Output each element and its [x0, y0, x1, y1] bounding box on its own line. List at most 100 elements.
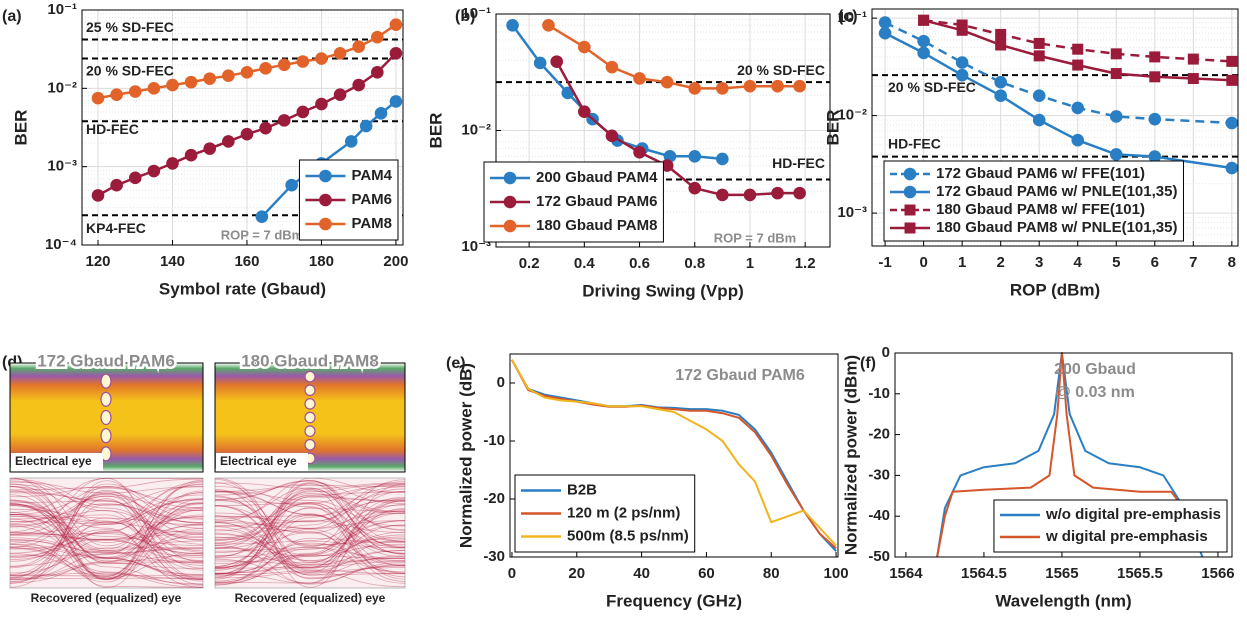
marker [297, 55, 310, 68]
marker [1148, 113, 1161, 126]
y-tick-label: -10 [868, 385, 890, 402]
marker [550, 55, 563, 68]
y-tick-label: 10⁻³ [47, 158, 77, 175]
marker [994, 89, 1007, 102]
marker [334, 47, 347, 60]
eye-caption: Recovered (equalized) eye [235, 591, 386, 605]
y-axis-label: Normalized power (dB) [456, 363, 475, 548]
x-tick-label: 100 [824, 565, 849, 582]
marker [793, 80, 806, 93]
x-tick-label: 1 [958, 254, 966, 271]
marker [241, 66, 254, 79]
y-tick-label: 0 [882, 344, 890, 361]
marker [744, 189, 757, 202]
legend-label: 120 m (2 ps/nm) [567, 504, 680, 521]
marker [110, 179, 123, 192]
legend-marker [319, 170, 332, 183]
eye-opening [305, 412, 315, 422]
x-axis-label: ROP (dBm) [1010, 280, 1100, 299]
marker [1226, 117, 1239, 130]
y-tick-label: -40 [868, 507, 890, 524]
eye-caption: Electrical eye [15, 454, 92, 468]
x-axis-label: Wavelength (nm) [995, 591, 1131, 610]
legend-marker [904, 168, 917, 181]
x-tick-label: 0.8 [684, 255, 705, 272]
marker [203, 72, 216, 85]
marker [1034, 50, 1045, 61]
x-tick-label: 6 [1151, 254, 1159, 271]
marker [345, 135, 358, 148]
marker [956, 69, 969, 82]
marker [1226, 56, 1237, 67]
marker [771, 80, 784, 93]
y-tick-label: 10⁻⁴ [45, 236, 77, 253]
marker [716, 82, 729, 95]
annotation: 172 Gbaud PAM6 [675, 367, 805, 384]
marker [578, 105, 591, 118]
marker [793, 187, 806, 200]
legend-label: 200 Gbaud PAM4 [536, 169, 658, 186]
x-tick-label: 200 [383, 253, 408, 270]
legend: w/o digital pre-emphasis w digital pre-em… [994, 500, 1227, 552]
marker [633, 72, 646, 85]
x-tick-label: 8 [1228, 254, 1236, 271]
x-tick-label: 3 [1035, 254, 1043, 271]
marker [185, 149, 198, 162]
marker [148, 82, 161, 95]
legend-marker [319, 218, 332, 231]
marker [92, 92, 105, 105]
marker [203, 142, 216, 155]
legend-marker [504, 196, 517, 209]
marker [917, 47, 930, 60]
x-tick-label: 0 [508, 565, 516, 582]
marker [1188, 54, 1199, 65]
marker [688, 182, 701, 195]
y-axis-label: BER [11, 110, 30, 146]
annotation: ROP = 7 dBm [714, 230, 796, 245]
marker [1149, 51, 1160, 62]
marker [390, 18, 403, 31]
marker [918, 15, 929, 26]
marker [771, 187, 784, 200]
marker [1226, 162, 1239, 175]
eye-opening [101, 411, 111, 425]
x-tick-label: 1564.5 [961, 565, 1007, 582]
marker [606, 130, 619, 143]
legend-label: 172 Gbaud PAM6 w/ PNLE(101,35) [936, 183, 1177, 200]
legend-label: w digital pre-emphasis [1045, 528, 1208, 545]
eye-caption: Electrical eye [220, 454, 297, 468]
marker [129, 85, 142, 98]
marker [371, 31, 384, 44]
eye-panel: (d) 172 Gbaud PAM6 180 Gbaud PAM8 Electr… [2, 351, 405, 608]
x-tick-label: 60 [698, 565, 715, 582]
x-tick-label: 7 [1189, 254, 1197, 271]
y-tick-label: -30 [483, 548, 505, 565]
marker [744, 80, 757, 93]
marker [1188, 73, 1199, 84]
x-tick-label: 1.2 [795, 255, 816, 272]
marker [256, 210, 269, 223]
marker [1033, 114, 1046, 127]
legend-marker [504, 172, 517, 185]
legend-label: 180 Gbaud PAM8 w/ FFE(101) [936, 201, 1145, 218]
threshold-label: 25 % SD-FEC [86, 19, 174, 35]
marker [110, 88, 123, 101]
eye-opening [305, 440, 315, 450]
x-tick-label: 1566 [1201, 565, 1234, 582]
marker [661, 76, 674, 89]
legend-label: w/o digital pre-emphasis [1045, 506, 1221, 523]
x-tick-label: 20 [568, 565, 585, 582]
marker [1071, 102, 1084, 115]
y-tick-label: -50 [868, 548, 890, 565]
marker [506, 19, 519, 32]
marker [917, 35, 930, 48]
x-tick-label: 5 [1112, 254, 1120, 271]
legend-label: B2B [567, 481, 597, 498]
legend-label: 180 Gbaud PAM8 [536, 217, 657, 234]
x-tick-label: 1564 [889, 565, 923, 582]
y-tick-label: 10⁻³ [837, 204, 867, 221]
x-tick-label: 180 [309, 253, 334, 270]
marker [688, 82, 701, 95]
marker [278, 114, 291, 127]
marker [1226, 75, 1237, 86]
